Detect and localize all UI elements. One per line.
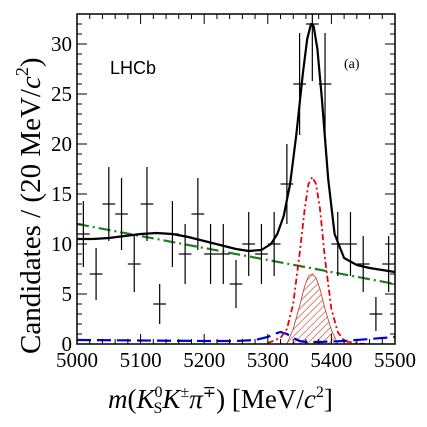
plot-frame [76, 13, 396, 345]
x-tick-label: 5500 [374, 348, 416, 372]
y-tick-label: 0 [62, 332, 73, 356]
y-axis-title: Candidates / (20 MeV/c2) [12, 57, 47, 354]
combinatorial-background-curve [77, 222, 395, 286]
panel-label: (a) [344, 57, 360, 72]
x-tick-label: 5300 [247, 348, 289, 372]
signal-curve [267, 175, 370, 344]
y-tick-label: 10 [51, 232, 72, 256]
x-axis-title: m(K0 SK±π∓) [MeV/c2] [108, 384, 333, 417]
y-tick-label: 30 [51, 32, 72, 56]
x-tick-label: 5100 [120, 348, 162, 372]
total-fit-curve [77, 22, 395, 274]
y-tick-label: 20 [51, 132, 72, 156]
x-tick-label: 5400 [310, 348, 352, 372]
y-tick-label: 15 [51, 182, 72, 206]
x-tick-label: 5200 [183, 348, 225, 372]
hatched-component-area [286, 273, 339, 344]
y-tick-label: 5 [62, 282, 73, 306]
partially-reconstructed-background-curve [77, 330, 395, 344]
y-tick-label: 25 [51, 82, 72, 106]
x-tick-label: 5000 [56, 348, 98, 372]
experiment-label: LHCb [110, 58, 156, 78]
